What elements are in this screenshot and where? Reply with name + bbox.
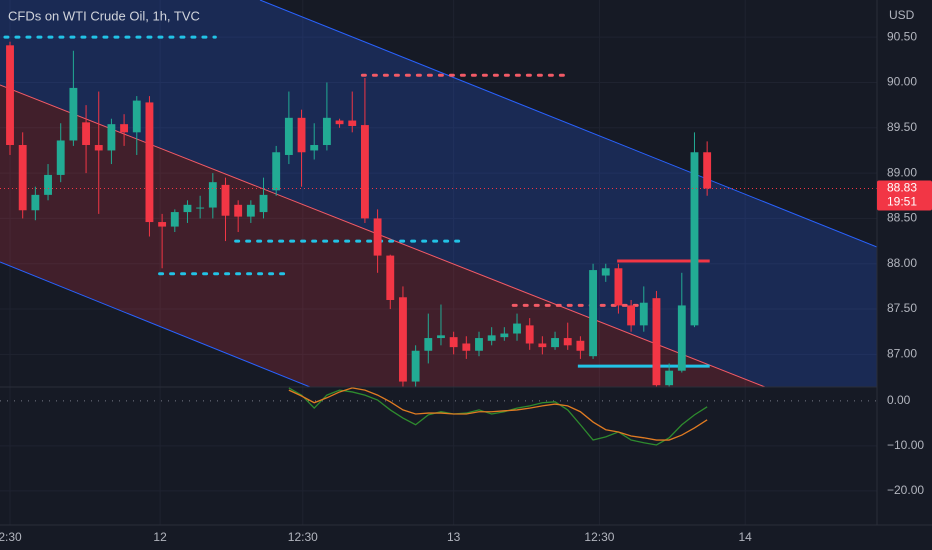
- candle-body: [677, 305, 686, 371]
- y-tick-label: 89.00: [887, 165, 917, 179]
- candle-body: [18, 145, 27, 211]
- x-tick-label: 13: [447, 530, 461, 544]
- candle-body: [183, 204, 192, 213]
- candle-body: [284, 117, 293, 155]
- candle-body: [196, 207, 205, 209]
- candle-body: [246, 204, 255, 217]
- candle-body: [82, 122, 90, 146]
- candle-body: [234, 204, 243, 217]
- y-tick-label: 87.50: [887, 301, 917, 315]
- y-tick-label: 88.00: [887, 256, 917, 270]
- y-tick-label: 88.50: [887, 211, 917, 225]
- x-tick-label: 2:30: [0, 530, 22, 544]
- candle-body: [386, 255, 395, 300]
- oscillator-pane: [288, 387, 708, 446]
- candle-body: [335, 120, 344, 125]
- y-tick-label: 87.00: [887, 347, 917, 361]
- candle-body: [500, 333, 509, 338]
- candle-body: [145, 102, 154, 223]
- chart-title: CFDs on WTI Crude Oil, 1h, TVC: [8, 8, 200, 23]
- countdown-label: 19:51: [887, 195, 917, 209]
- candle-body: [614, 268, 623, 306]
- candle-body: [551, 338, 559, 348]
- candle-body: [360, 125, 369, 219]
- candle-body: [411, 350, 420, 382]
- y2-tick-label: −10.00: [887, 438, 924, 452]
- candle-body: [259, 194, 268, 213]
- candle-body: [601, 268, 610, 276]
- candle-body: [158, 222, 167, 227]
- candle-body: [639, 302, 648, 326]
- y-tick-label: 90.00: [887, 75, 917, 89]
- currency: USD: [889, 8, 915, 22]
- y-tick-label: 90.50: [887, 29, 917, 43]
- candle-body: [170, 212, 179, 227]
- candle-body: [563, 338, 572, 346]
- candle-body: [348, 120, 357, 126]
- channel: [0, 0, 877, 387]
- y-tick-label: 89.50: [887, 120, 917, 134]
- oscillator-line: [288, 387, 708, 446]
- candle-body: [665, 370, 674, 386]
- channel-lower-line: [0, 261, 311, 387]
- candle-body: [107, 124, 116, 151]
- candle-body: [94, 145, 103, 151]
- x-tick-label: 12:30: [288, 530, 318, 544]
- price-pane: [0, 35, 877, 387]
- candle-body: [487, 335, 496, 341]
- last-price-box: [877, 180, 932, 211]
- candle-body: [208, 182, 217, 208]
- candle-body: [627, 305, 636, 326]
- candle-body: [652, 298, 661, 386]
- candle-body: [322, 117, 331, 146]
- candle-body: [31, 194, 40, 211]
- candle-body: [297, 117, 306, 153]
- candle-body: [690, 152, 699, 326]
- candle-body: [56, 140, 65, 175]
- candle-body: [513, 323, 521, 334]
- candle-body: [373, 218, 382, 256]
- candle-body: [538, 343, 547, 348]
- last-price-label: 88.83: [887, 181, 917, 195]
- grid: [0, 0, 877, 525]
- candle-body: [525, 325, 534, 344]
- candle-body: [576, 340, 585, 351]
- candle-body: [272, 152, 281, 191]
- candle-body: [462, 343, 471, 351]
- x-tick-label: 12:30: [584, 530, 614, 544]
- candle-body: [475, 338, 483, 351]
- candle-body: [399, 297, 407, 382]
- candle-body: [449, 337, 458, 348]
- x-tick-label: 12: [153, 530, 167, 544]
- candle-body: [120, 124, 129, 133]
- candle-body: [132, 100, 141, 133]
- candle-body: [44, 174, 52, 195]
- channel-upper-line: [259, 0, 877, 248]
- candle-body: [6, 45, 14, 146]
- y2-tick-label: 0.00: [887, 393, 911, 407]
- candle-body: [437, 335, 445, 339]
- candle-body: [424, 338, 433, 351]
- candle-body: [69, 87, 78, 141]
- y2-tick-label: −20.00: [887, 483, 924, 497]
- channel-middle-line: [0, 84, 766, 387]
- candle-body: [703, 152, 712, 189]
- axes: 2:30 12 12:30 13 12:30 14 87.00 87.50 88.00 88.50…: [0, 29, 932, 544]
- oscillator-line: [288, 387, 708, 441]
- channel-upper-fill: [0, 0, 877, 387]
- candle-body: [589, 270, 598, 357]
- x-tick-label: 14: [738, 530, 752, 544]
- candle-body: [221, 184, 230, 216]
- candle-body: [310, 145, 319, 151]
